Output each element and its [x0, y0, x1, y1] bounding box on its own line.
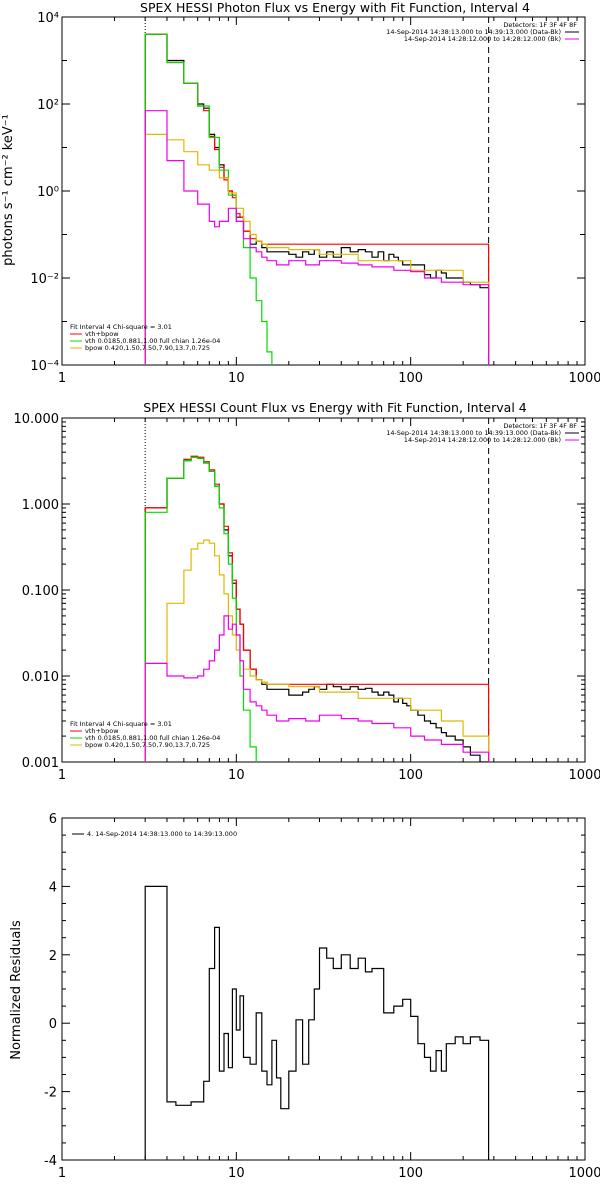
y-tick-label: 2 [49, 949, 57, 964]
axes-box [61, 817, 586, 1161]
x-tick-label: 1 [58, 1166, 66, 1181]
legend-entry: 14-Sep-2014 14:38:13.000 to 14:39:13.000… [386, 429, 561, 437]
series-data-bk [144, 33, 490, 365]
photon-flux-y-label: photons s⁻¹ cm⁻² keV⁻¹ [1, 114, 16, 266]
y-tick-label: -2 [44, 1086, 57, 1101]
series-vth-bpow [144, 33, 490, 365]
series-bpow [144, 133, 490, 365]
y-tick-label: 0.001 [22, 756, 59, 771]
series-bk [144, 615, 490, 762]
photon-flux-title: SPEX HESSI Photon Flux vs Energy with Fi… [140, 0, 530, 15]
series-bk [144, 110, 490, 365]
fit-legend-entry: vth+bpow [85, 727, 119, 735]
residuals-panel: Normalized Residuals 1 10 100 1000 -4 -2 0 2 4 6 4… [9, 812, 600, 1181]
x-tick-label: 10 [228, 371, 245, 386]
series-residual [144, 885, 490, 1160]
legend-entry: 14-Sep-2014 14:28:12.000 to 14:28:12.000… [404, 35, 561, 43]
y-tick-label: 1.000 [22, 498, 59, 513]
x-tick-label: 1 [58, 768, 66, 783]
fit-legend-entry: vth 0.0185,0.881,1.00 full chian 1.26e-0… [85, 337, 220, 345]
x-tick-label: 100 [398, 768, 423, 783]
residuals-frame: 1 10 100 1000 -4 -2 0 2 4 6 4. 14-Sep-2014 14:38:1… [44, 812, 600, 1181]
y-tick-label: 0.100 [22, 584, 59, 599]
photon-flux-frame: 1 10 100 1000 10⁻⁴ 10⁻² 10⁰ 10² 10⁴ Detectors: 1F… [30, 11, 600, 386]
count-flux-panel: SPEX HESSI Count Flux vs Energy with Fit… [14, 400, 600, 783]
residual-legend-entry: 4. 14-Sep-2014 14:38:13.000 to 14:39:13.… [87, 830, 237, 838]
legend-entry: 14-Sep-2014 14:28:12.000 to 14:28:12.000… [404, 436, 561, 444]
y-tick-label: 6 [49, 812, 57, 827]
photon-flux-panel: SPEX HESSI Photon Flux vs Energy with Fi… [1, 0, 600, 386]
legend-entry: 14-Sep-2014 14:38:13.000 to 14:39:13.000… [386, 28, 561, 36]
y-tick-label: 10⁻² [30, 272, 59, 287]
legend-header: Detectors: 1F 3F 4F 8F [503, 422, 577, 430]
x-tick-label: 10 [228, 768, 245, 783]
series-vth [144, 456, 257, 762]
axes-box [61, 16, 586, 366]
y-tick-label: -4 [44, 1154, 57, 1169]
fit-legend-header: Fit Interval 4 Chi-square = 3.01 [70, 720, 172, 728]
y-tick-label: 0 [49, 1017, 57, 1032]
fit-legend-entry: vth+bpow [85, 330, 119, 338]
fit-legend-header: Fit Interval 4 Chi-square = 3.01 [70, 323, 172, 331]
series-bpow [144, 539, 490, 762]
axes-box [61, 417, 586, 763]
count-flux-title: SPEX HESSI Count Flux vs Energy with Fit… [143, 400, 526, 415]
y-tick-label: 10² [37, 98, 59, 113]
fit-legend-entry: bpow 0.420,1.50,7.50,7.90,13.7,0.725 [85, 344, 210, 352]
y-tick-label: 10.000 [14, 412, 60, 427]
y-tick-label: 4 [49, 880, 57, 895]
y-tick-label: 10⁴ [37, 11, 59, 26]
x-tick-label: 10 [228, 1166, 245, 1181]
x-tick-label: 1000 [568, 1166, 600, 1181]
y-tick-label: 10⁻⁴ [30, 359, 59, 374]
series-vth [144, 33, 273, 365]
series-vth-bpow [144, 455, 490, 762]
legend-header: Detectors: 1F 3F 4F 8F [503, 21, 577, 29]
series-data-bk [144, 456, 489, 762]
residuals-y-label: Normalized Residuals [9, 920, 24, 1060]
x-tick-label: 1000 [568, 371, 600, 386]
x-tick-label: 100 [398, 371, 423, 386]
y-tick-label: 0.010 [22, 670, 59, 685]
fit-legend-entry: bpow 0.420,1.50,7.50,7.90,13.7,0.725 [85, 741, 210, 749]
fit-legend-entry: vth 0.0185,0.881,1.00 full chian 1.26e-0… [85, 734, 220, 742]
y-tick-label: 10⁰ [37, 185, 59, 200]
count-flux-frame: 1 10 100 1000 0.001 0.010 0.100 1.000 10.000 Dete… [14, 412, 600, 783]
x-tick-label: 1000 [568, 768, 600, 783]
x-tick-label: 1 [58, 371, 66, 386]
x-tick-label: 100 [398, 1166, 423, 1181]
